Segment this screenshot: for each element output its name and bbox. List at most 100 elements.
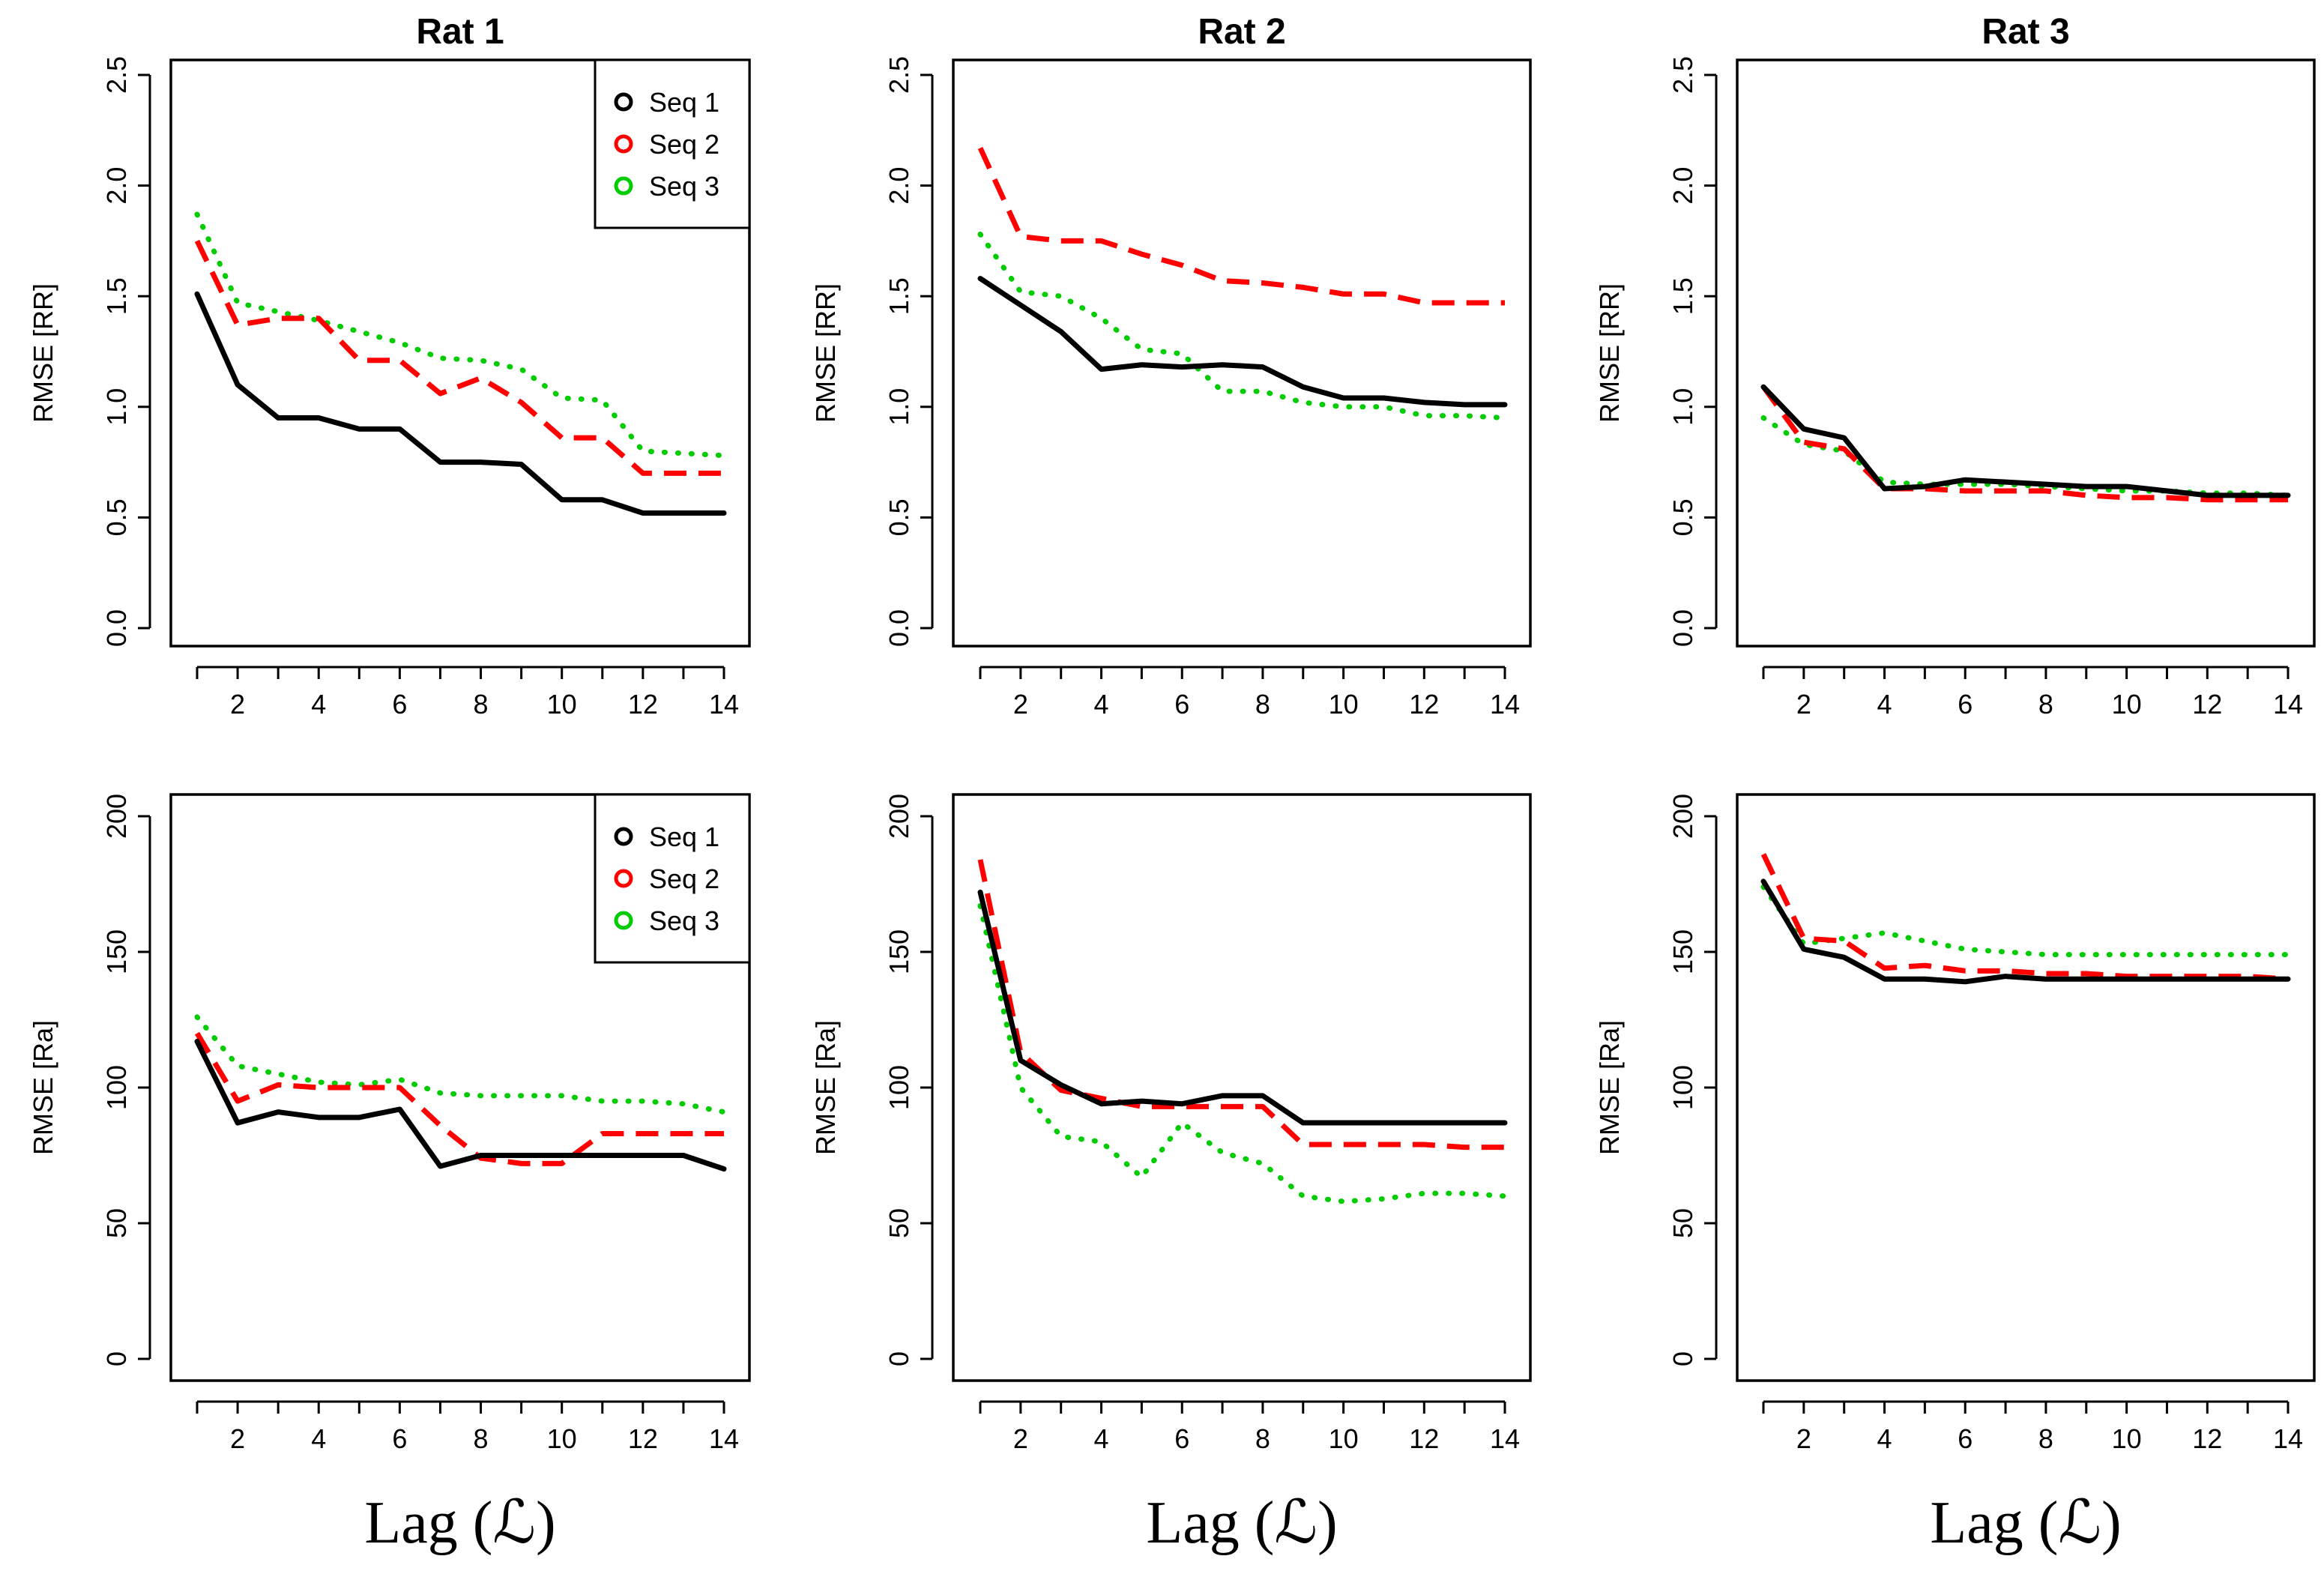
y-axis-label: RMSE [RR]	[1594, 283, 1625, 423]
panel-title: Rat 2	[1198, 12, 1285, 52]
x-tick-label: 2	[1796, 689, 1811, 720]
y-tick-label: 100	[884, 1065, 914, 1110]
x-tick-label: 8	[2038, 689, 2053, 720]
y-tick-label: 0.0	[101, 609, 132, 647]
y-tick-label: 0	[101, 1351, 132, 1366]
x-tick-label: 8	[2038, 1423, 2053, 1454]
y-tick-label: 200	[1667, 794, 1698, 839]
y-tick-label: 2.5	[1667, 56, 1698, 94]
legend-marker	[614, 827, 633, 846]
x-tick-label: 4	[1877, 689, 1892, 720]
y-axis-label: RMSE [RR]	[28, 283, 58, 423]
y-axis-label: RMSE [Ra]	[28, 1020, 58, 1155]
panel-rat1-ra: 2 4 6 8 10 12 14 0 50 100 150 200 RMSE [Ra] Seq 1 Seq …	[28, 793, 751, 1454]
x-tick-label: 12	[1409, 689, 1439, 720]
series-line-seq-2	[194, 1031, 724, 1166]
x-tick-label: 8	[1255, 1423, 1270, 1454]
y-tick-label: 100	[1667, 1065, 1698, 1110]
legend-marker	[614, 911, 633, 930]
legend-label: Seq 3	[649, 905, 719, 936]
x-tick-label: 4	[1877, 1423, 1892, 1454]
panel-rat3-rr: Rat 3 2 4 6 8 10 12 14 0.0 0.5 1.0 1.5 2.0 2.5 RMSE [R…	[1594, 12, 2316, 720]
x-tick-label: 12	[628, 1423, 658, 1454]
panel-title: Rat 3	[1982, 12, 2069, 52]
y-axis-label: RMSE [RR]	[810, 283, 841, 423]
x-tick-label: 14	[2273, 689, 2303, 720]
series-line-seq-2	[194, 239, 724, 476]
panel-rat2-ra: 2 4 6 8 10 12 14 0 50 100 150 200 RMSE [Ra]	[810, 793, 1532, 1454]
y-tick-label: 150	[101, 929, 132, 974]
y-tick-label: 0.0	[1667, 609, 1698, 647]
y-tick-label: 0	[1667, 1351, 1698, 1366]
x-tick-label: 2	[1013, 1423, 1028, 1454]
x-tick-label: 2	[230, 689, 245, 720]
y-tick-label: 200	[101, 794, 132, 839]
x-tick-label: 10	[2112, 689, 2142, 720]
x-tick-label: 4	[311, 1423, 326, 1454]
legend-label: Seq 2	[649, 863, 719, 894]
y-tick-label: 50	[1667, 1208, 1698, 1238]
x-tick-label: 6	[392, 689, 407, 720]
panel-title: Rat 1	[416, 12, 504, 52]
plot-frame	[1736, 58, 2316, 648]
y-axis-label: RMSE [Ra]	[1594, 1020, 1625, 1155]
x-tick-label: 12	[2192, 689, 2222, 720]
x-tick-label: 10	[547, 689, 577, 720]
x-tick-label: 8	[474, 689, 489, 720]
panel-rat1-rr: Rat 1 2 4 6 8 10 12 14 0.0 0.5 1.0 1.5 2.0 2.5 RMSE [R…	[28, 12, 751, 720]
x-tick-label: 6	[1174, 1423, 1189, 1454]
y-tick-label: 1.5	[1667, 277, 1698, 315]
y-axis-label: RMSE [Ra]	[810, 1020, 841, 1155]
y-tick-label: 0.0	[884, 609, 914, 647]
x-tick-label: 12	[628, 689, 658, 720]
x-tick-label: 12	[2192, 1423, 2222, 1454]
x-tick-label: 6	[1958, 1423, 1973, 1454]
x-tick-label: 14	[1490, 689, 1520, 720]
y-tick-label: 0.5	[884, 498, 914, 536]
x-tick-label: 14	[709, 1423, 739, 1454]
y-tick-label: 200	[884, 794, 914, 839]
y-tick-label: 0.5	[1667, 498, 1698, 536]
x-tick-label: 8	[474, 1423, 489, 1454]
legend-marker	[614, 134, 633, 154]
plot-frame	[169, 793, 751, 1382]
y-tick-label: 1.5	[884, 277, 914, 315]
y-tick-label: 1.0	[1667, 388, 1698, 426]
y-tick-label: 150	[1667, 929, 1698, 974]
x-tick-label: 10	[1329, 1423, 1359, 1454]
y-tick-label: 2.5	[101, 56, 132, 94]
legend-label: Seq 1	[649, 87, 719, 118]
series-line-seq-1	[1760, 384, 2291, 498]
panel-rat3-ra: 2 4 6 8 10 12 14 0 50 100 150 200 RMSE [Ra]	[1594, 793, 2316, 1454]
panel-rat2-rr: Rat 2 2 4 6 8 10 12 14 0.0 0.5 1.0 1.5 2.0 2.5 RMSE [R…	[810, 12, 1532, 720]
series-line-seq-3	[1760, 884, 2291, 958]
x-axis-label: Lag (ℒ)	[364, 1490, 555, 1556]
y-tick-label: 2.0	[101, 167, 132, 205]
x-tick-label: 4	[1094, 1423, 1109, 1454]
legend-box	[594, 58, 751, 229]
series-line-seq-3	[194, 1014, 727, 1115]
y-tick-label: 1.5	[101, 277, 132, 315]
series-line-seq-1	[977, 889, 1508, 1126]
y-tick-label: 2.5	[884, 56, 914, 94]
y-tick-label: 2.0	[1667, 167, 1698, 205]
x-tick-label: 8	[1255, 689, 1270, 720]
series-line-seq-3	[977, 232, 1508, 421]
x-tick-label: 2	[230, 1423, 245, 1454]
x-tick-label: 14	[709, 689, 739, 720]
x-tick-label: 14	[1490, 1423, 1520, 1454]
x-tick-label: 10	[2112, 1423, 2142, 1454]
y-tick-label: 100	[101, 1065, 132, 1110]
x-tick-label: 6	[1174, 689, 1189, 720]
y-tick-label: 0.5	[101, 498, 132, 536]
series-line-seq-1	[977, 276, 1508, 408]
x-tick-label: 12	[1409, 1423, 1439, 1454]
x-tick-label: 6	[392, 1423, 407, 1454]
legend-label: Seq 1	[649, 821, 719, 852]
y-tick-label: 0	[884, 1351, 914, 1366]
series-line-seq-1	[194, 1038, 727, 1172]
series-line-seq-2	[1760, 853, 2289, 982]
x-tick-label: 14	[2273, 1423, 2303, 1454]
x-axis-label: Lag (ℒ)	[1146, 1490, 1337, 1556]
